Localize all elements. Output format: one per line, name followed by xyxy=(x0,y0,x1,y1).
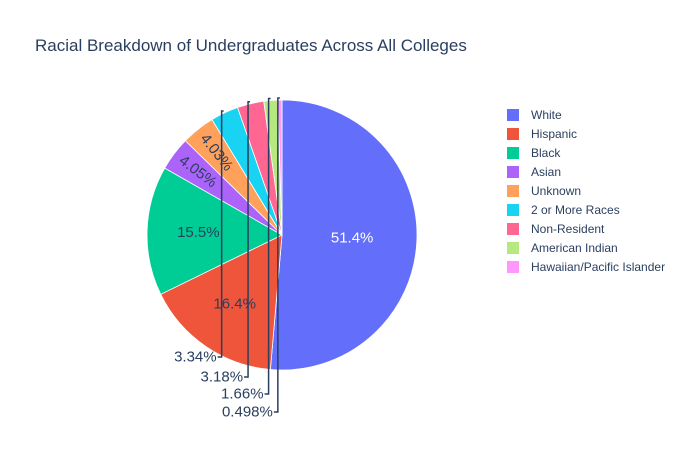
legend-label: Unknown xyxy=(531,184,581,198)
slice-label-hawaiian-pacific-islander: 0.498% xyxy=(222,404,273,421)
slice-label-hispanic: 16.4% xyxy=(213,296,256,313)
leader-line-2-or-more-races xyxy=(217,110,224,358)
legend-label: Asian xyxy=(531,165,561,179)
legend-item-2-or-more-races[interactable]: 2 or More Races xyxy=(507,203,620,217)
legend-item-american-indian[interactable]: American Indian xyxy=(507,241,618,255)
legend-swatch xyxy=(507,242,519,254)
legend-swatch xyxy=(507,204,519,216)
legend: White Hispanic Black Asian Unknown 2 or More … xyxy=(507,108,665,274)
legend-label: American Indian xyxy=(531,241,618,255)
legend-swatch xyxy=(507,223,519,235)
slice-label-2-or-more-races: 3.34% xyxy=(174,349,217,366)
legend-label: Hawaiian/Pacific Islander xyxy=(531,260,665,274)
legend-swatch xyxy=(507,185,519,197)
legend-item-non-resident[interactable]: Non-Resident xyxy=(507,222,605,236)
legend-label: Hispanic xyxy=(531,127,577,141)
labels-layer: 51.4%16.4%15.5%4.05%4.03%3.34%3.18%1.66%… xyxy=(174,97,374,421)
legend-item-white[interactable]: White xyxy=(507,108,562,122)
leader-line-hawaiian-pacific-islander xyxy=(273,97,280,413)
pie-slice-black[interactable] xyxy=(146,167,283,295)
chart-title: Racial Breakdown of Undergraduates Acros… xyxy=(35,36,467,55)
legend-item-black[interactable]: Black xyxy=(507,146,561,160)
legend-item-hispanic[interactable]: Hispanic xyxy=(507,127,577,141)
legend-label: Non-Resident xyxy=(531,222,605,236)
legend-swatch xyxy=(507,261,519,273)
legend-label: 2 or More Races xyxy=(531,203,620,217)
legend-label: Black xyxy=(531,146,561,160)
legend-item-unknown[interactable]: Unknown xyxy=(507,184,581,198)
legend-swatch xyxy=(507,128,519,140)
legend-swatch xyxy=(507,166,519,178)
legend-swatch xyxy=(507,109,519,121)
legend-swatch xyxy=(507,147,519,159)
pie-slice-white[interactable] xyxy=(269,99,418,371)
slices-layer xyxy=(146,99,418,371)
slice-label-white: 51.4% xyxy=(331,230,374,247)
slice-label-black: 15.5% xyxy=(177,224,220,241)
slice-label-non-resident: 3.18% xyxy=(201,369,244,386)
legend-item-hawaiian-pacific-islander[interactable]: Hawaiian/Pacific Islander xyxy=(507,260,665,274)
legend-label: White xyxy=(531,108,562,122)
legend-item-asian[interactable]: Asian xyxy=(507,165,561,179)
slice-label-american-indian: 1.66% xyxy=(221,386,264,403)
leader-line-non-resident xyxy=(244,101,251,378)
leader-line-american-indian xyxy=(264,97,271,395)
